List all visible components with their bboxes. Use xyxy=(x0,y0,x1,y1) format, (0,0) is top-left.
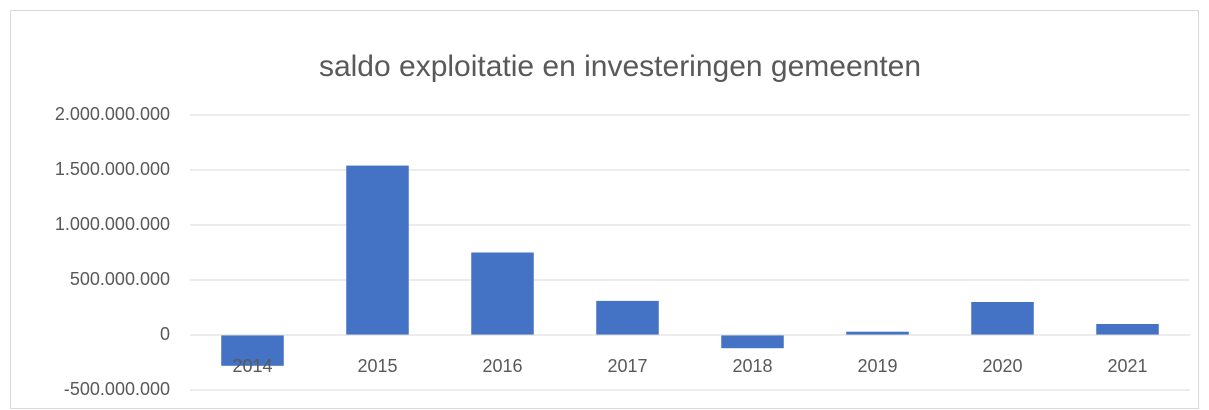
y-tick-label: 1.000.000.000 xyxy=(55,214,170,234)
x-tick-label: 2016 xyxy=(482,356,522,376)
y-tick-label: 0 xyxy=(160,324,170,344)
x-tick-label: 2019 xyxy=(857,356,897,376)
bar xyxy=(721,335,784,349)
bar xyxy=(846,331,909,335)
bar xyxy=(471,252,534,335)
chart-border xyxy=(10,10,1199,409)
x-tick-label: 2017 xyxy=(607,356,647,376)
x-tick-label: 2021 xyxy=(1107,356,1147,376)
bar xyxy=(971,302,1034,335)
x-tick-label: 2015 xyxy=(357,356,397,376)
bar xyxy=(221,335,284,366)
chart-title: saldo exploitatie en investeringen gemee… xyxy=(319,50,921,83)
y-tick-label: 2.000.000.000 xyxy=(55,104,170,124)
bar xyxy=(1096,324,1159,335)
x-tick-label: 2020 xyxy=(982,356,1022,376)
y-tick-label: 500.000.000 xyxy=(70,269,170,289)
y-tick-label: 1.500.000.000 xyxy=(55,159,170,179)
x-tick-label: 2018 xyxy=(732,356,772,376)
y-tick-label: -500.000.000 xyxy=(64,379,170,399)
bar xyxy=(346,165,409,335)
bar xyxy=(596,300,659,335)
x-tick-label: 2014 xyxy=(232,356,272,376)
